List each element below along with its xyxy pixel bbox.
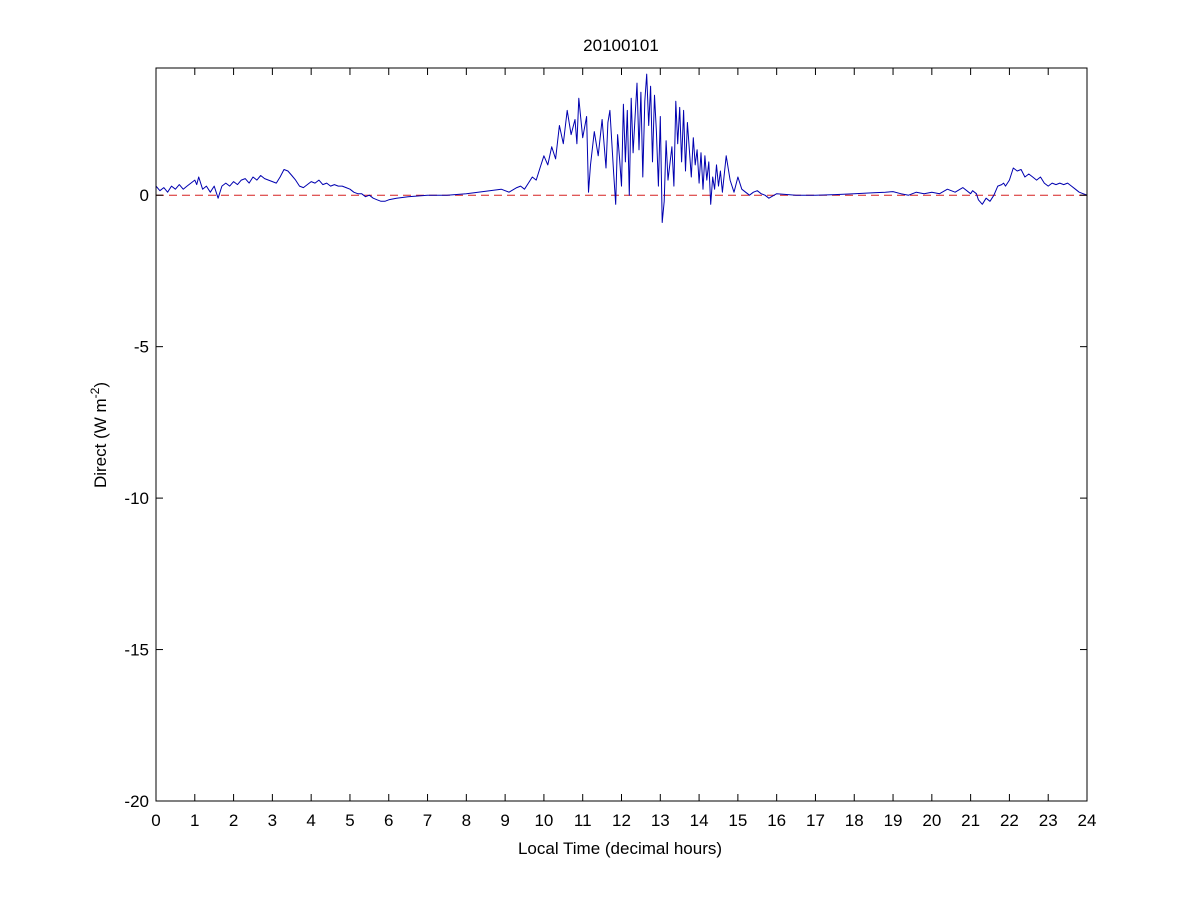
x-axis-label: Local Time (decimal hours) (518, 839, 722, 858)
x-tick-label: 20 (922, 811, 941, 830)
x-tick-label: 3 (268, 811, 277, 830)
x-tick-label: 17 (806, 811, 825, 830)
chart-title: 20100101 (583, 36, 659, 55)
x-tick-label: 10 (534, 811, 553, 830)
series-layer (156, 73, 1087, 223)
x-tick-label: 23 (1039, 811, 1058, 830)
y-tick-label: 0 (140, 186, 149, 205)
y-axis-label-superscript: -2 (88, 387, 102, 398)
direct-irradiance-line (156, 73, 1087, 223)
y-tick-label: -10 (124, 489, 149, 508)
plot-area (156, 73, 1087, 223)
y-axis-label-main: Direct (W m (91, 398, 110, 488)
x-tick-label: 6 (384, 811, 393, 830)
x-tick-label: 16 (767, 811, 786, 830)
y-tick-label: -15 (124, 641, 149, 660)
x-tick-label: 24 (1078, 811, 1097, 830)
x-tick-label: 2 (229, 811, 238, 830)
x-tick-label: 21 (961, 811, 980, 830)
x-tick-label: 7 (423, 811, 432, 830)
x-tick-label: 15 (728, 811, 747, 830)
y-axis-label: Direct (W m-2) (88, 382, 110, 488)
y-axis-label-end: ) (91, 382, 110, 388)
x-tick-label: 8 (462, 811, 471, 830)
x-tick-label: 1 (190, 811, 199, 830)
x-axis: 0 1 2 3 4 5 6 7 8 9 10 11 12 13 14 15 16 17 18 19 20 21 22 23 24 (151, 68, 1096, 830)
x-tick-label: 11 (574, 811, 592, 830)
x-tick-label: 0 (151, 811, 160, 830)
x-tick-label: 4 (306, 811, 315, 830)
x-tick-label: 9 (500, 811, 509, 830)
x-tick-label: 5 (345, 811, 354, 830)
y-axis: -20 -15 -10 -5 0 (124, 186, 1087, 811)
y-tick-label: -5 (134, 338, 149, 357)
x-tick-label: 19 (884, 811, 903, 830)
y-tick-label: -20 (124, 792, 149, 811)
x-tick-label: 22 (1000, 811, 1019, 830)
x-tick-label: 18 (845, 811, 864, 830)
x-tick-label: 13 (651, 811, 670, 830)
x-tick-label: 12 (612, 811, 631, 830)
x-tick-label: 14 (690, 811, 709, 830)
